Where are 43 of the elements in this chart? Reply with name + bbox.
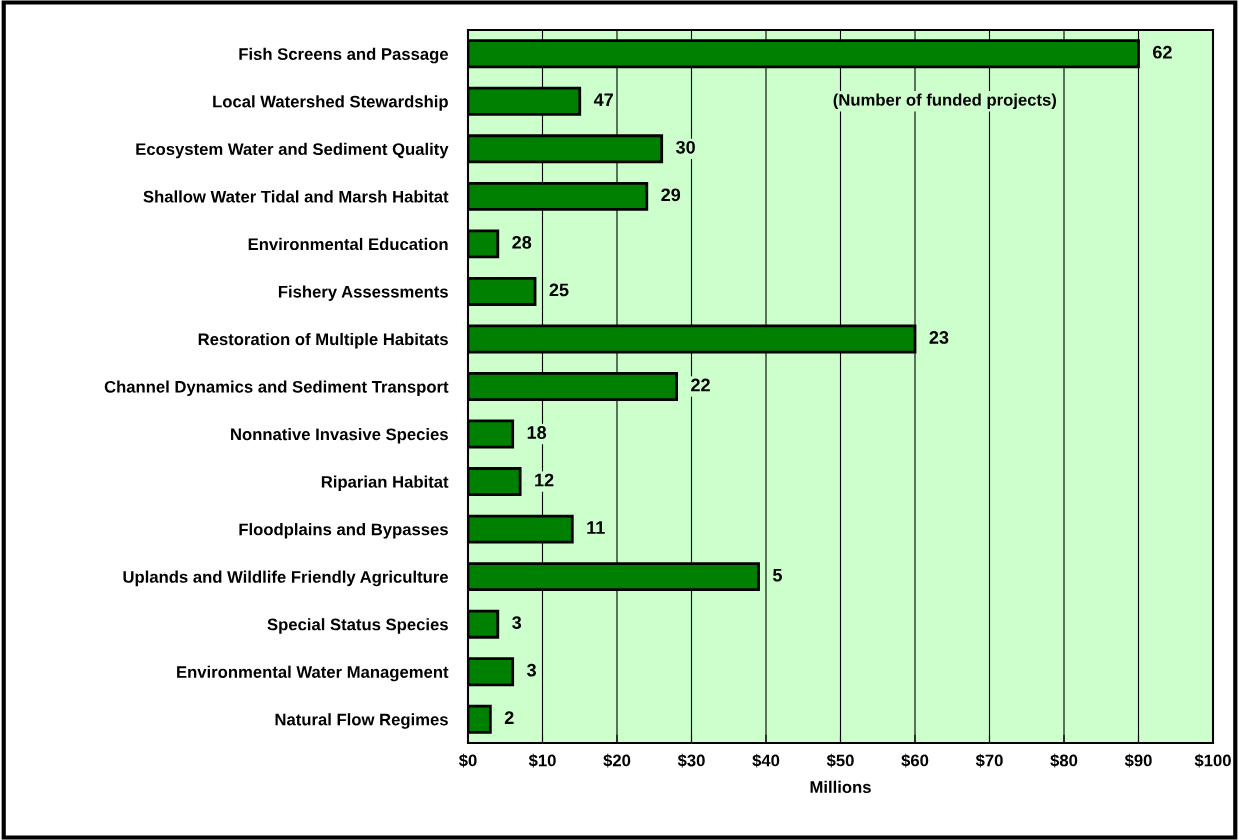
annotation: (Number of funded projects) [833, 93, 1057, 110]
annotation: 11 [587, 521, 605, 534]
y-tick-label: Fish Screens and Passage [239, 47, 448, 64]
x-tick-label: $10 [528, 753, 556, 768]
annotation: 62 [1153, 45, 1172, 59]
x-axis-title: Millions [810, 780, 871, 793]
y-tick-label: Environmental Water Management [177, 665, 449, 682]
y-tick-label: Riparian Habitat [321, 475, 449, 492]
x-tick-label: $70 [975, 753, 1003, 768]
annotation: 23 [929, 331, 949, 344]
y-tick-label: Special Status Species [267, 618, 448, 634]
annotation: 18 [527, 426, 547, 439]
x-tick-label: $90 [1124, 753, 1152, 768]
y-tick-label: Channel Dynamics and Sediment Transport [104, 380, 449, 396]
annotation: 22 [691, 378, 710, 392]
y-tick-label: Restoration of Multiple Habitats [198, 332, 448, 349]
x-tick-label: $100 [1194, 753, 1231, 768]
x-tick-label: $0 [458, 753, 477, 768]
annotation: 25 [549, 283, 569, 297]
annotation: 2 [504, 711, 514, 724]
y-tick-label: Ecosystem Water and Sediment Quality [136, 142, 449, 159]
annotation: 30 [676, 140, 695, 154]
y-tick-label: Nonnative Invasive Species [231, 427, 448, 444]
y-tick-label: Environmental Education [248, 237, 448, 251]
y-tick-label: Fishery Assessments [278, 285, 448, 301]
annotation: 3 [527, 663, 536, 677]
y-tick-label: Uplands and Wildlife Friendly Agriculture [123, 570, 449, 587]
annotation: 29 [661, 188, 681, 202]
x-tick-label: $20 [603, 753, 631, 768]
y-tick-label: Natural Flow Regimes [275, 713, 448, 729]
annotation: 5 [772, 568, 782, 582]
annotation: 3 [512, 616, 522, 630]
annotation: 12 [535, 473, 554, 487]
y-tick-label: Shallow Water Tidal and Marsh Habitat [143, 190, 449, 203]
y-tick-label: Floodplains and Bypasses [239, 523, 448, 539]
x-tick-label: $60 [901, 753, 929, 768]
x-tick-label: $80 [1050, 753, 1078, 768]
x-tick-label: $30 [677, 753, 705, 768]
y-tick-label: Local Watershed Stewardship [213, 95, 448, 111]
x-tick-label: $40 [752, 753, 780, 768]
annotation: 47 [593, 93, 613, 106]
annotation: 28 [512, 235, 532, 249]
x-tick-label: $50 [826, 753, 854, 768]
